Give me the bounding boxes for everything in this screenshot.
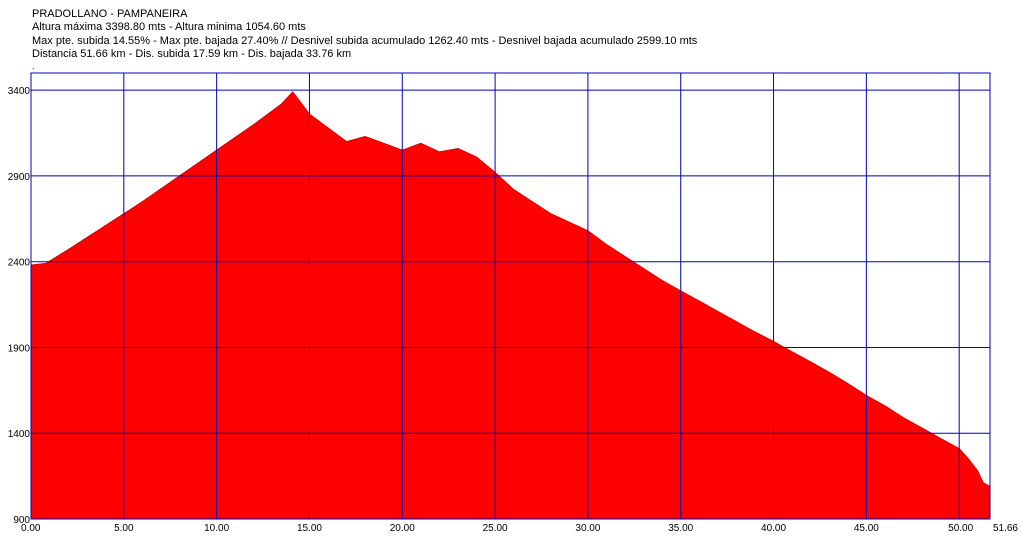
x-tick-label: 50.00: [948, 523, 973, 534]
x-tick-label: 15.00: [297, 523, 322, 534]
y-tick-label: 900: [13, 515, 30, 526]
x-tick-label: 51.66: [993, 523, 1018, 534]
chart-header: PRADOLLANO - PAMPANEIRA Altura máxima 33…: [32, 8, 697, 62]
distance-summary: Distancia 51.66 km - Dis. subida 17.59 k…: [32, 48, 352, 61]
y-tick-label: 3400: [8, 86, 31, 97]
y-tick-label: 2900: [8, 172, 31, 183]
elevation-area: [30, 91, 991, 520]
x-tick-label: 25.00: [483, 523, 508, 534]
x-tick-label: 45.00: [854, 523, 879, 534]
y-tick-label: 1400: [8, 429, 31, 440]
altitude-summary: Altura máxima 3398.80 mts - Altura minim…: [32, 21, 306, 34]
profile-area-layer: [30, 91, 991, 520]
header-dot: .: [32, 61, 35, 71]
x-tick-label: 40.00: [761, 523, 786, 534]
x-tick-label: 5.00: [114, 523, 134, 534]
x-tick-label: 35.00: [668, 523, 693, 534]
y-tick-label: 1900: [8, 343, 31, 354]
route-title: PRADOLLANO - PAMPANEIRA: [32, 8, 188, 20]
tick-label-layer: 0.00 5.00 10.00 15.00 20.00 25.00 30.00 35.00 40…: [8, 86, 1019, 534]
y-tick-label: 2400: [8, 258, 31, 269]
grid-layer: [30, 72, 991, 520]
x-tick-label: 0.00: [21, 523, 41, 534]
x-tick-label: 20.00: [390, 523, 415, 534]
x-tick-label: 30.00: [575, 523, 600, 534]
slope-summary: Max pte. subida 14.55% - Max pte. bajada…: [32, 34, 698, 47]
x-tick-label: 10.00: [204, 523, 229, 534]
